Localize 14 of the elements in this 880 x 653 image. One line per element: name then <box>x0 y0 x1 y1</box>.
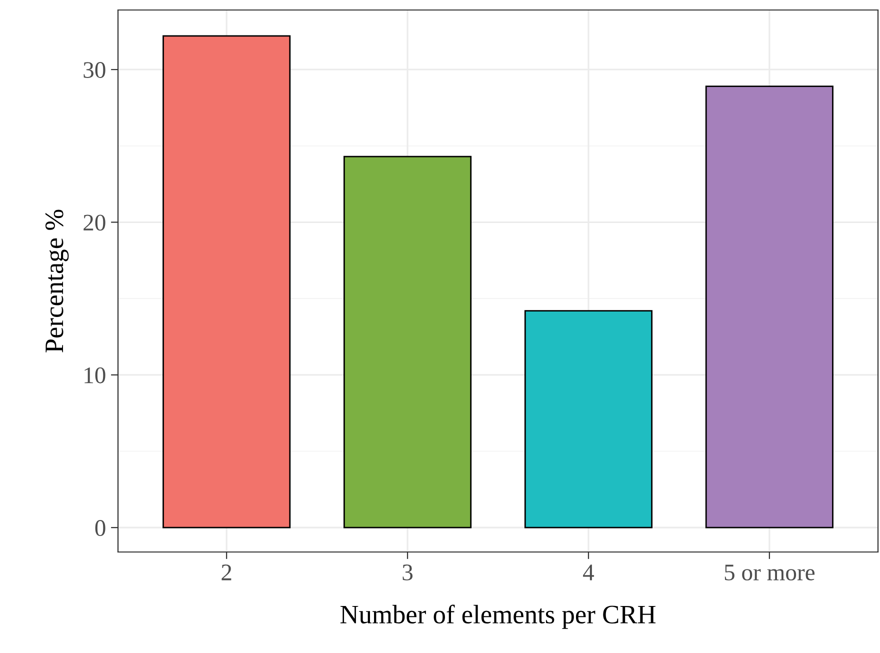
x-tick-label: 2 <box>222 564 232 580</box>
y-tick-label: 0 <box>95 520 106 536</box>
bar <box>524 310 653 528</box>
x-tick-label: 4 <box>583 564 594 580</box>
bar <box>705 86 834 528</box>
y-tick-label: 20 <box>84 214 106 231</box>
bar <box>162 35 291 528</box>
y-axis-title: Percentage % <box>45 210 69 352</box>
y-tick-label: 30 <box>84 62 106 78</box>
bar <box>343 156 472 528</box>
x-tick-label: 3 <box>402 564 413 580</box>
x-axis-title: Number of elements per CRH <box>340 604 656 629</box>
x-tick-label: 5 or more <box>724 564 815 580</box>
y-tick-label: 10 <box>84 367 106 384</box>
